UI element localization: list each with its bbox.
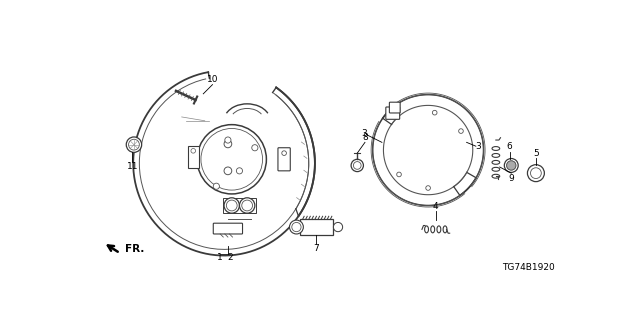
Circle shape xyxy=(213,183,220,189)
Circle shape xyxy=(129,139,140,150)
Ellipse shape xyxy=(242,200,253,211)
Circle shape xyxy=(289,220,303,234)
Text: 2: 2 xyxy=(227,252,233,261)
Circle shape xyxy=(224,140,232,148)
Text: 11: 11 xyxy=(127,162,138,171)
Circle shape xyxy=(224,167,232,175)
Text: TG74B1920: TG74B1920 xyxy=(502,263,555,273)
Circle shape xyxy=(333,222,342,232)
Bar xyxy=(223,198,257,213)
Text: FR.: FR. xyxy=(125,244,144,254)
FancyBboxPatch shape xyxy=(213,223,243,234)
Circle shape xyxy=(527,165,545,182)
Circle shape xyxy=(507,161,516,170)
Circle shape xyxy=(252,145,258,151)
Circle shape xyxy=(191,148,196,153)
Circle shape xyxy=(433,110,437,115)
Circle shape xyxy=(282,151,287,156)
Circle shape xyxy=(225,137,231,143)
Text: 7: 7 xyxy=(314,244,319,253)
Text: 6: 6 xyxy=(507,142,513,151)
Circle shape xyxy=(426,186,431,190)
Text: 4: 4 xyxy=(433,202,438,211)
Circle shape xyxy=(507,161,516,170)
FancyBboxPatch shape xyxy=(278,148,291,171)
Text: 8: 8 xyxy=(362,133,368,142)
Circle shape xyxy=(201,129,262,190)
Ellipse shape xyxy=(224,198,239,213)
Ellipse shape xyxy=(227,200,237,211)
Ellipse shape xyxy=(239,198,255,213)
Circle shape xyxy=(351,159,364,172)
Circle shape xyxy=(531,168,541,179)
Circle shape xyxy=(353,162,361,169)
Circle shape xyxy=(126,137,141,152)
Text: 3: 3 xyxy=(362,129,367,138)
FancyBboxPatch shape xyxy=(386,107,399,119)
Text: 9: 9 xyxy=(508,174,514,183)
Bar xyxy=(188,146,198,168)
Circle shape xyxy=(504,158,518,172)
Text: 1: 1 xyxy=(218,252,223,261)
Bar xyxy=(300,219,333,235)
Text: 5: 5 xyxy=(533,148,539,158)
Circle shape xyxy=(459,129,463,133)
Circle shape xyxy=(397,172,401,177)
Text: 10: 10 xyxy=(207,75,218,84)
Circle shape xyxy=(197,124,266,194)
Text: 3: 3 xyxy=(476,142,481,151)
Circle shape xyxy=(236,168,243,174)
Circle shape xyxy=(292,222,301,232)
FancyBboxPatch shape xyxy=(389,102,400,113)
